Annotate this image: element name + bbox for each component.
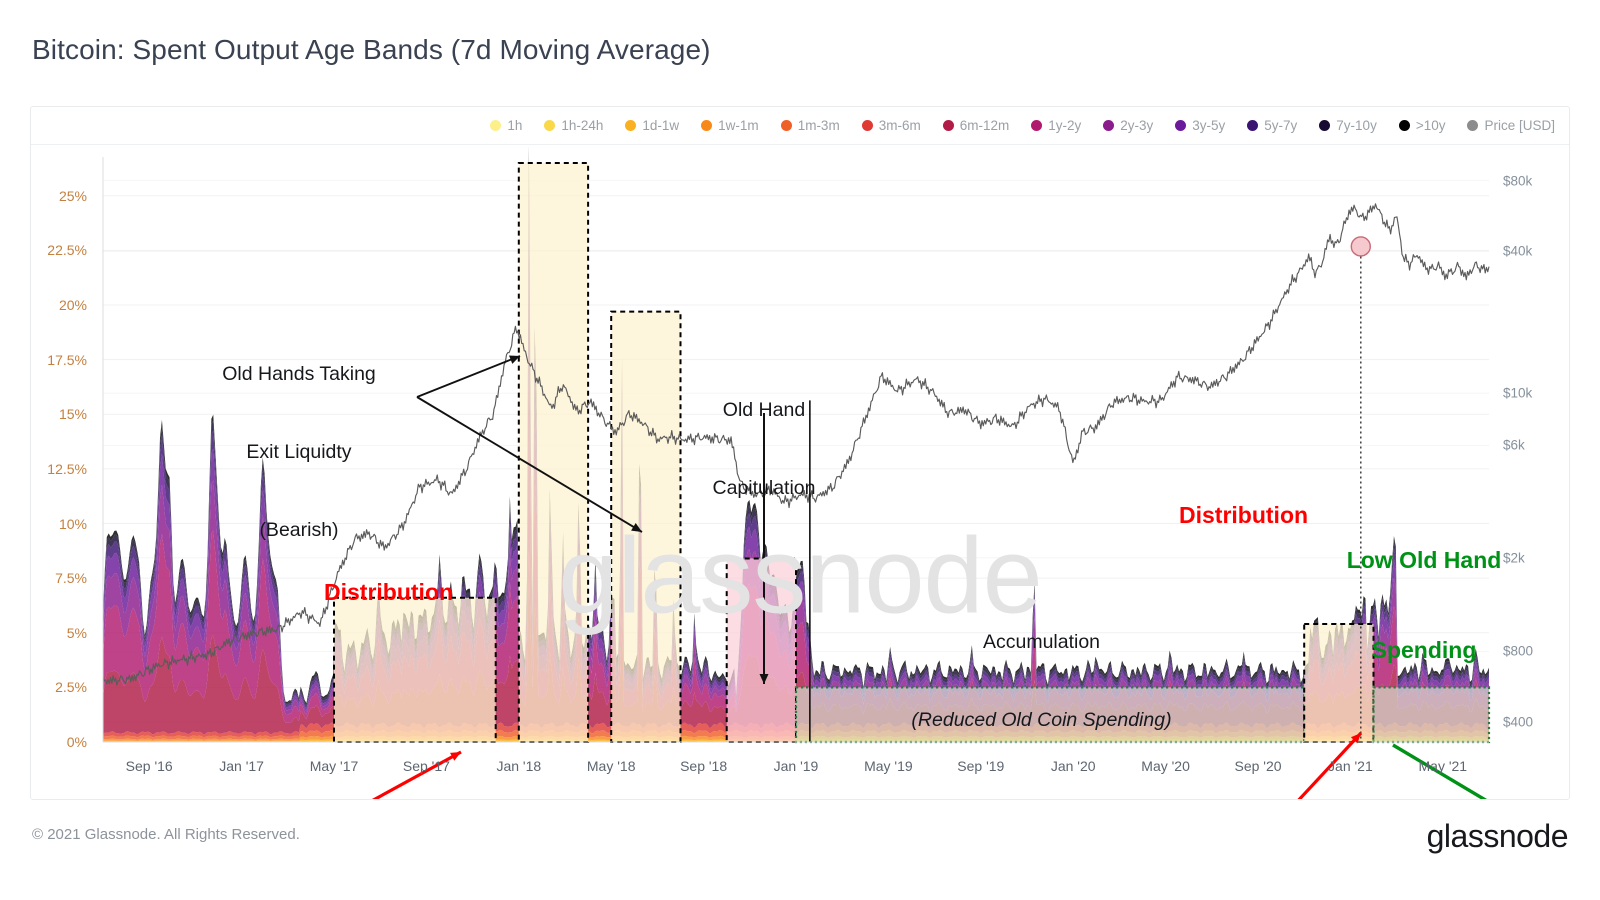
highlight-low-old-hand-spending bbox=[1372, 686, 1491, 744]
y-axis-left-tick: 0% bbox=[66, 734, 87, 750]
legend-item-6m-12m[interactable]: 6m-12m bbox=[942, 118, 1010, 133]
legend-item-10y[interactable]: >10y bbox=[1398, 118, 1446, 133]
y-axis-left-tick: 22.5% bbox=[47, 242, 87, 259]
legend-swatch-icon bbox=[1103, 120, 1115, 131]
legend-swatch-icon bbox=[1175, 120, 1187, 131]
x-axis-tick: Sep '20 bbox=[1234, 758, 1282, 774]
highlight-distribution-2021 bbox=[1303, 623, 1375, 744]
arrow-capitulation bbox=[759, 413, 769, 684]
x-axis-tick: May '21 bbox=[1418, 758, 1468, 774]
legend-swatch-icon bbox=[1467, 120, 1479, 131]
legend-label: 7y-10y bbox=[1336, 118, 1377, 133]
y-axis-left-tick: 5% bbox=[66, 624, 87, 641]
y-axis-left-tick: 10% bbox=[58, 515, 87, 532]
plot-area[interactable]: glassnode Old Hands Taking Exit Liquidty… bbox=[31, 145, 1569, 799]
x-axis-tick: Sep '19 bbox=[957, 758, 1005, 774]
y-axis-right-tick: $2k bbox=[1503, 550, 1525, 566]
y-axis-right-tick: $6k bbox=[1503, 437, 1525, 453]
chart-panel: 1h 1h-24h 1d-1w 1w-1m 1m-3m 3m-6m 6m-12m 1y-2y 2… bbox=[30, 106, 1570, 800]
highlight-blow-off-top-2018 bbox=[517, 162, 590, 743]
chart-svg bbox=[102, 145, 1491, 799]
price-line bbox=[102, 203, 1490, 686]
x-axis-tick: Jan '20 bbox=[1050, 758, 1096, 774]
legend-label: 1m-3m bbox=[797, 118, 840, 133]
x-axis-tick: Sep '18 bbox=[680, 758, 728, 774]
x-axis-tick: Jan '21 bbox=[1328, 758, 1373, 774]
legend-item-1h[interactable]: 1h bbox=[490, 118, 522, 133]
legend-item-7y-10y[interactable]: 7y-10y bbox=[1319, 118, 1377, 133]
legend-item-1y-2y[interactable]: 1y-2y bbox=[1031, 118, 1081, 133]
y-axis-left-tick: 2.5% bbox=[55, 679, 87, 696]
legend-label: Price [USD] bbox=[1484, 118, 1555, 133]
legend-item-1m-3m[interactable]: 1m-3m bbox=[780, 118, 840, 133]
x-axis-tick: May '20 bbox=[1141, 758, 1190, 774]
y-axis-right-tick: $80k bbox=[1503, 173, 1533, 189]
highlight-old-hand-capitulation bbox=[725, 557, 798, 743]
legend-label: 1h-24h bbox=[561, 118, 604, 133]
y-axis-left-tick: 25% bbox=[58, 187, 87, 204]
x-axis-tick: May '19 bbox=[864, 758, 913, 774]
highlight-second-peak-2018 bbox=[610, 310, 682, 743]
legend-swatch-icon bbox=[942, 120, 954, 131]
legend-swatch-icon bbox=[1031, 120, 1043, 131]
legend-label: 5y-7y bbox=[1264, 118, 1298, 133]
x-axis-tick: Jan '18 bbox=[496, 758, 542, 774]
legend-label: 3y-5y bbox=[1192, 118, 1226, 133]
legend-item-2y-3y[interactable]: 2y-3y bbox=[1103, 118, 1153, 133]
y-axis-right-tick: $10k bbox=[1503, 385, 1533, 401]
x-axis-tick: May '17 bbox=[309, 758, 359, 774]
legend-item-5y-7y[interactable]: 5y-7y bbox=[1247, 118, 1297, 133]
legend-swatch-icon bbox=[701, 120, 713, 131]
arrow-distribution-2021 bbox=[1297, 731, 1363, 799]
legend-item-1h-24h[interactable]: 1h-24h bbox=[544, 118, 603, 133]
legend-item-price-usd[interactable]: Price [USD] bbox=[1467, 118, 1555, 133]
x-axis-tick: May '18 bbox=[586, 758, 636, 774]
legend-label: 2y-3y bbox=[1120, 118, 1154, 133]
legend-label: >10y bbox=[1415, 118, 1446, 133]
arrow-old-hands-up bbox=[416, 355, 521, 398]
x-axis-tick: Jan '17 bbox=[219, 758, 264, 774]
footer-logo: glassnode bbox=[1426, 818, 1569, 854]
y-axis-right-tick: $40k bbox=[1503, 243, 1533, 259]
legend-item-1w-1m[interactable]: 1w-1m bbox=[701, 118, 759, 133]
legend-label: 1d-1w bbox=[642, 118, 680, 133]
y-axis-left-tick: 7.5% bbox=[55, 570, 87, 587]
legend-item-3m-6m[interactable]: 3m-6m bbox=[861, 118, 921, 133]
legend-swatch-icon bbox=[1398, 120, 1410, 131]
footer-copyright: © 2021 Glassnode. All Rights Reserved. bbox=[32, 826, 300, 843]
highlight-accumulation bbox=[794, 686, 1306, 744]
x-axis-tick: Sep '17 bbox=[402, 758, 450, 774]
x-axis-tick: Sep '16 bbox=[125, 758, 173, 774]
arrow-low-old-hand-spending bbox=[1392, 743, 1488, 799]
x-axis-tick: Jan '19 bbox=[773, 758, 819, 774]
highlight-distribution-2017 bbox=[333, 596, 497, 744]
legend-label: 1w-1m bbox=[718, 118, 759, 133]
legend-item-1d-1w[interactable]: 1d-1w bbox=[625, 118, 679, 133]
legend-swatch-icon bbox=[490, 120, 502, 131]
legend-swatch-icon bbox=[861, 120, 873, 131]
legend-swatch-icon bbox=[625, 120, 637, 131]
legend-swatch-icon bbox=[1319, 120, 1331, 131]
legend-swatch-icon bbox=[544, 120, 556, 131]
legend-label: 1h bbox=[507, 118, 523, 133]
y-axis-right-tick: $400 bbox=[1503, 714, 1534, 730]
y-axis-left-tick: 12.5% bbox=[47, 460, 87, 477]
y-axis-left-tick: 20% bbox=[58, 297, 87, 314]
legend-swatch-icon bbox=[780, 120, 792, 131]
legend-label: 1y-2y bbox=[1048, 118, 1082, 133]
legend-item-3y-5y[interactable]: 3y-5y bbox=[1175, 118, 1225, 133]
arrow-distribution-2017 bbox=[371, 750, 462, 799]
ath-marker-icon bbox=[1350, 236, 1371, 257]
page-title: Bitcoin: Spent Output Age Bands (7d Movi… bbox=[32, 34, 711, 65]
legend-swatch-icon bbox=[1247, 120, 1259, 131]
legend-label: 6m-12m bbox=[959, 118, 1010, 133]
arrow-old-hands-down bbox=[416, 396, 643, 533]
y-axis-right-tick: $800 bbox=[1503, 643, 1534, 659]
legend-label: 3m-6m bbox=[878, 118, 921, 133]
y-axis-left-tick: 15% bbox=[58, 406, 87, 423]
chart-legend[interactable]: 1h 1h-24h 1d-1w 1w-1m 1m-3m 3m-6m 6m-12m 1y-2y 2… bbox=[31, 107, 1569, 145]
y-axis-left-tick: 17.5% bbox=[47, 351, 87, 368]
